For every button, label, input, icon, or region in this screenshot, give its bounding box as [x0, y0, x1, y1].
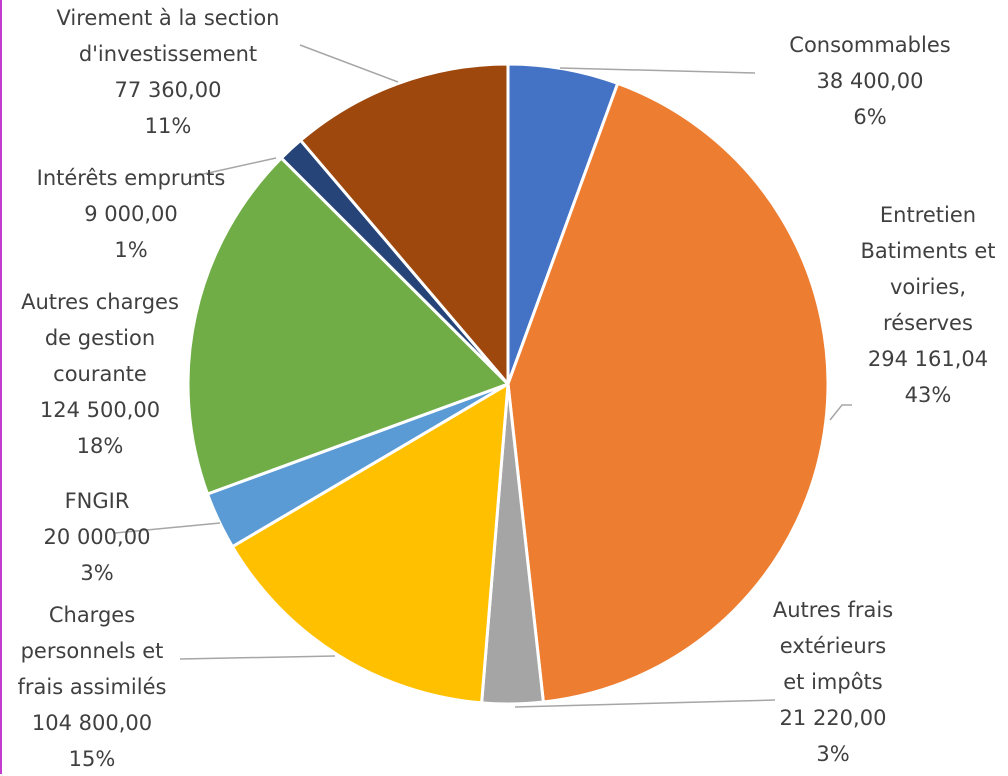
- leader-line: [114, 522, 221, 534]
- slice-label: FNGIR 20 000,00 3%: [44, 489, 151, 585]
- slice-category: personnels et: [21, 639, 164, 663]
- slice-percent: 6%: [853, 105, 886, 129]
- leader-line: [514, 699, 776, 708]
- slice-label: Autres charges de gestion courante 124 500,…: [21, 290, 179, 458]
- slice-value: 20 000,00: [44, 525, 151, 549]
- pie-slices: [186, 62, 830, 706]
- slice-label: Intérêts emprunts 9 000,00 1%: [37, 166, 226, 262]
- slice-value: 21 220,00: [780, 706, 887, 730]
- slice-category: réserves: [883, 311, 973, 335]
- slice-value: 9 000,00: [84, 202, 178, 226]
- slice-value: 104 800,00: [32, 711, 152, 735]
- slice-category: et impôts: [783, 670, 882, 694]
- slice-label: Consommables 38 400,00 6%: [789, 33, 950, 129]
- slice-category: Consommables: [789, 33, 950, 57]
- leader-line: [189, 157, 277, 178]
- slice-category: Virement à la section: [57, 6, 280, 30]
- leader-line: [829, 404, 852, 421]
- slice-value: 294 161,04: [868, 347, 988, 371]
- slice-label: Charges personnels et frais assimilés 104 8…: [18, 603, 167, 771]
- slice-percent: 43%: [905, 383, 952, 407]
- leader-line: [179, 655, 336, 660]
- slice-category: voiries,: [890, 275, 966, 299]
- slice-category: Autres frais: [773, 598, 893, 622]
- slice-label: Autres frais extérieurs et impôts 21 220,00…: [773, 598, 893, 766]
- slice-value: 77 360,00: [115, 78, 222, 102]
- slice-category: d'investissement: [79, 42, 257, 66]
- slice-percent: 15%: [69, 747, 116, 771]
- slice-percent: 11%: [145, 114, 192, 138]
- leader-line: [299, 44, 399, 83]
- slice-percent: 3%: [80, 561, 113, 585]
- slice-category: FNGIR: [65, 489, 130, 513]
- slice-category: Charges: [49, 603, 135, 627]
- slice-category: Entretien: [880, 203, 976, 227]
- pie-slice: [506, 81, 830, 704]
- leader-lines: [114, 44, 852, 708]
- slice-category: frais assimilés: [18, 675, 167, 699]
- slice-value: 38 400,00: [817, 69, 924, 93]
- pie-slice: [230, 382, 510, 705]
- slice-value: 124 500,00: [40, 398, 160, 422]
- slice-category: Autres charges: [21, 290, 179, 314]
- slice-category: de gestion: [45, 326, 155, 350]
- slice-label: Virement à la section d'investissement 77 …: [57, 6, 280, 138]
- pie-slice: [186, 156, 510, 496]
- slice-category: courante: [53, 362, 147, 386]
- leader-line: [559, 67, 756, 74]
- data-labels: Consommables 38 400,00 6% Entretien Batiment…: [18, 6, 996, 771]
- slice-label: Entretien Batiments et voiries, réserves 294…: [860, 203, 995, 407]
- slice-category: extérieurs: [780, 634, 886, 658]
- slice-percent: 18%: [77, 434, 124, 458]
- pie-slice: [299, 62, 510, 386]
- slice-percent: 3%: [816, 742, 849, 766]
- slice-category: Batiments et: [860, 239, 995, 263]
- slice-category: Intérêts emprunts: [37, 166, 226, 190]
- slice-percent: 1%: [114, 238, 147, 262]
